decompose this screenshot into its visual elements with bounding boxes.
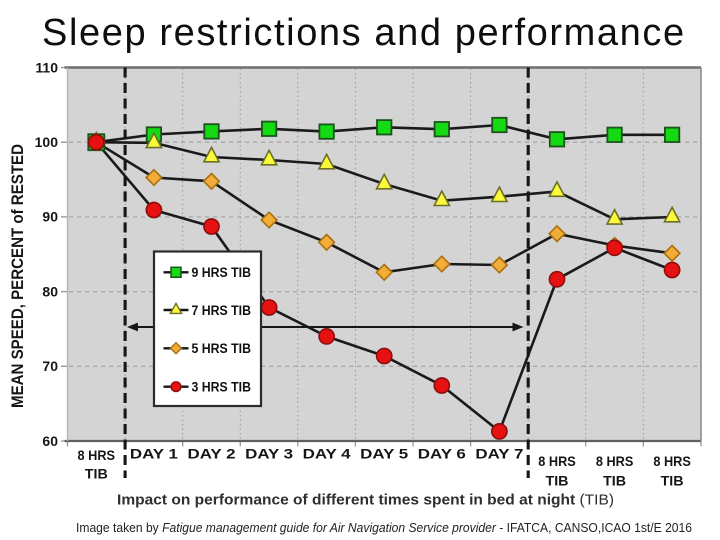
svg-text:DAY 2: DAY 2 (188, 446, 236, 462)
svg-text:TIB: TIB (546, 473, 569, 489)
svg-text:8 HRS: 8 HRS (78, 447, 116, 463)
svg-text:MEAN SPEED, PERCENT of RESTED: MEAN SPEED, PERCENT of RESTED (8, 144, 27, 408)
svg-text:5 HRS TIB: 5 HRS TIB (192, 341, 252, 356)
svg-text:8 HRS: 8 HRS (538, 453, 576, 469)
svg-text:TIB: TIB (85, 466, 108, 482)
svg-text:60: 60 (42, 433, 58, 449)
svg-text:3 HRS TIB: 3 HRS TIB (192, 380, 252, 395)
svg-text:110: 110 (35, 59, 58, 75)
svg-text:90: 90 (42, 209, 58, 225)
svg-text:7 HRS TIB: 7 HRS TIB (192, 303, 252, 318)
svg-text:DAY 7: DAY 7 (475, 446, 523, 462)
svg-text:70: 70 (42, 358, 58, 374)
svg-text:100: 100 (35, 134, 59, 150)
svg-text:DAY 1: DAY 1 (130, 446, 178, 462)
svg-text:DAY 3: DAY 3 (245, 446, 293, 462)
svg-text:Image taken by Fatigue managem: Image taken by Fatigue management guide … (76, 521, 692, 535)
svg-text:9 HRS TIB: 9 HRS TIB (192, 265, 252, 280)
svg-text:8 HRS: 8 HRS (596, 453, 634, 469)
svg-text:DAY 4: DAY 4 (303, 446, 351, 462)
svg-text:DAY 6: DAY 6 (418, 446, 466, 462)
svg-text:TIB: TIB (661, 473, 684, 489)
svg-text:8 HRS: 8 HRS (653, 453, 691, 469)
svg-text:DAY 5: DAY 5 (360, 446, 408, 462)
svg-text:TIB: TIB (603, 473, 626, 489)
svg-text:Impact on performance of diffe: Impact on performance of different times… (117, 493, 614, 509)
svg-text:80: 80 (42, 283, 58, 299)
